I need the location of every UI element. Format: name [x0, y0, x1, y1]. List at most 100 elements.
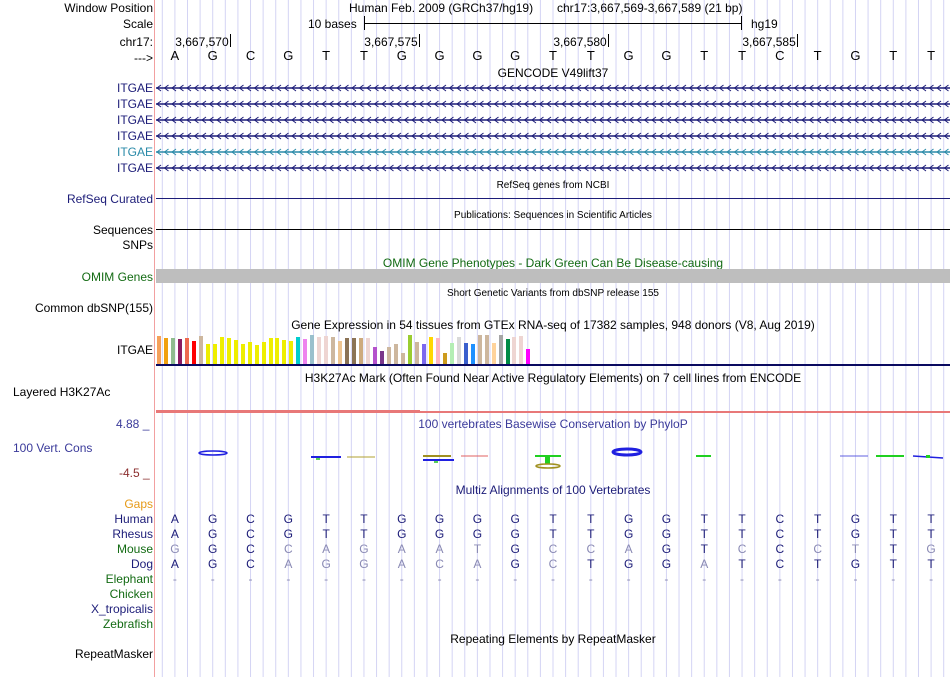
- gtex-tissue-bar[interactable]: [380, 351, 385, 364]
- gtex-tissue-bar[interactable]: [387, 347, 391, 364]
- gtex-tissue-bar[interactable]: [477, 335, 482, 364]
- gtex-tissue-bar[interactable]: [261, 342, 266, 364]
- publications-title[interactable]: Publications: Sequences in Scientific Ar…: [454, 210, 652, 221]
- h3k27ac-title[interactable]: H3K27Ac Mark (Often Found Near Active Re…: [304, 371, 802, 385]
- gtex-tissue-bar[interactable]: [163, 338, 168, 364]
- gencode-transcript-line[interactable]: [156, 132, 950, 140]
- gtex-tissue-bar[interactable]: [191, 341, 196, 364]
- gtex-tissue-bar[interactable]: [254, 345, 259, 364]
- dbsnp-title[interactable]: Short Genetic Variants from dbSNP releas…: [447, 288, 659, 299]
- gtex-tissue-bar[interactable]: [240, 344, 245, 364]
- gtex-tissue-bar[interactable]: [442, 353, 447, 364]
- gencode-transcript-label[interactable]: ITGAE: [116, 145, 153, 159]
- gtex-tissue-bar[interactable]: [317, 337, 322, 364]
- gtex-tissue-bar[interactable]: [233, 340, 238, 364]
- gtex-tissue-bar[interactable]: [296, 337, 301, 364]
- gtex-tissue-bar[interactable]: [177, 339, 182, 364]
- gtex-tissue-bar[interactable]: [157, 336, 161, 364]
- gtex-tissue-bar[interactable]: [526, 349, 531, 364]
- gtex-tissue-bar[interactable]: [170, 338, 175, 364]
- gtex-tissue-bar[interactable]: [184, 338, 189, 364]
- gtex-tissue-bar[interactable]: [345, 338, 350, 364]
- species-label[interactable]: Human: [114, 512, 153, 526]
- gtex-tissue-bar[interactable]: [449, 343, 454, 364]
- gtex-tissue-bar[interactable]: [512, 337, 517, 364]
- gtex-tissue-bar[interactable]: [456, 337, 461, 364]
- species-label[interactable]: Elephant: [105, 572, 153, 586]
- refseq-title[interactable]: RefSeq genes from NCBI: [496, 180, 610, 191]
- gtex-tissue-bar[interactable]: [338, 341, 343, 364]
- gtex-tissue-bar[interactable]: [373, 347, 378, 364]
- gtex-tissue-bar[interactable]: [463, 343, 468, 364]
- gencode-transcript-line[interactable]: [156, 148, 950, 156]
- gtex-tissue-bar[interactable]: [359, 338, 364, 364]
- strand-arrow-icon: [756, 116, 762, 124]
- gtex-tissue-bar[interactable]: [470, 344, 475, 364]
- phylop-label[interactable]: 100 Vert. Cons: [13, 441, 93, 455]
- species-label[interactable]: Mouse: [116, 542, 153, 556]
- species-label[interactable]: Dog: [130, 557, 153, 571]
- species-label[interactable]: Rhesus: [112, 527, 153, 541]
- dbsnp-label[interactable]: Common dbSNP(155): [34, 301, 153, 315]
- gtex-tissue-bar[interactable]: [393, 344, 398, 364]
- publications-label[interactable]: Sequences: [92, 223, 153, 237]
- multiz-title[interactable]: Multiz Alignments of 100 Vertebrates: [455, 483, 651, 497]
- strand-arrow-icon: [523, 84, 529, 92]
- gtex-label[interactable]: ITGAE: [116, 343, 153, 357]
- strand-arrow-icon: [231, 164, 237, 172]
- gtex-tissue-bar[interactable]: [331, 337, 336, 364]
- gtex-tissue-bar[interactable]: [226, 338, 231, 364]
- gtex-tissue-bar[interactable]: [282, 340, 287, 364]
- gtex-tissue-bar[interactable]: [484, 335, 489, 364]
- gtex-tissue-bar[interactable]: [205, 344, 210, 364]
- gtex-tissue-bar[interactable]: [198, 336, 203, 364]
- gtex-tissue-bar[interactable]: [289, 341, 294, 364]
- gencode-title[interactable]: GENCODE V49lift37: [497, 66, 609, 80]
- gtex-tissue-bar[interactable]: [219, 337, 224, 364]
- gencode-transcript-label[interactable]: ITGAE: [116, 113, 153, 127]
- gtex-tissue-bar[interactable]: [303, 339, 308, 364]
- gtex-tissue-bar[interactable]: [366, 338, 371, 364]
- gtex-bar-chart[interactable]: [156, 333, 536, 364]
- species-label[interactable]: X_tropicalis: [90, 602, 153, 616]
- gtex-tissue-bar[interactable]: [414, 342, 419, 364]
- gtex-tissue-bar[interactable]: [505, 339, 510, 364]
- gencode-transcript-label[interactable]: ITGAE: [116, 161, 153, 175]
- repeatmasker-title[interactable]: Repeating Elements by RepeatMasker: [450, 632, 656, 646]
- gtex-tissue-bar[interactable]: [519, 336, 524, 364]
- phylop-title[interactable]: 100 vertebrates Basewise Conservation by…: [418, 417, 688, 431]
- gencode-transcript-line[interactable]: [156, 164, 950, 172]
- gtex-title[interactable]: Gene Expression in 54 tissues from GTEx …: [291, 318, 815, 332]
- gencode-transcript-label[interactable]: ITGAE: [116, 129, 153, 143]
- strand-arrow-icon: [913, 84, 919, 92]
- refseq-gene-line[interactable]: [156, 198, 950, 199]
- species-label[interactable]: Chicken: [109, 587, 153, 601]
- gencode-transcript-line[interactable]: [156, 100, 950, 108]
- gtex-tissue-bar[interactable]: [310, 335, 315, 364]
- gencode-transcript-label[interactable]: ITGAE: [116, 81, 153, 95]
- omim-title[interactable]: OMIM Gene Phenotypes - Dark Green Can Be…: [382, 256, 724, 270]
- gtex-tissue-bar[interactable]: [275, 338, 280, 364]
- gencode-transcript-label[interactable]: ITGAE: [116, 97, 153, 111]
- gtex-tissue-bar[interactable]: [212, 344, 217, 364]
- gtex-tissue-bar[interactable]: [498, 335, 503, 364]
- omim-label[interactable]: OMIM Genes: [81, 270, 153, 284]
- refseq-label[interactable]: RefSeq Curated: [66, 192, 153, 206]
- gtex-tissue-bar[interactable]: [421, 344, 426, 364]
- gtex-tissue-bar[interactable]: [428, 337, 433, 364]
- gtex-tissue-bar[interactable]: [407, 335, 412, 364]
- h3k27ac-label[interactable]: Layered H3K27Ac: [13, 385, 111, 399]
- gtex-tissue-bar[interactable]: [435, 338, 440, 364]
- gtex-tissue-bar[interactable]: [324, 336, 329, 364]
- gencode-transcript-line[interactable]: [156, 84, 950, 92]
- gencode-transcript-line[interactable]: [156, 116, 950, 124]
- omim-gene-bar[interactable]: [156, 269, 950, 283]
- gtex-tissue-bar[interactable]: [268, 338, 273, 364]
- repeatmasker-label[interactable]: RepeatMasker: [74, 647, 153, 661]
- species-label[interactable]: Zebrafish: [102, 617, 153, 631]
- gtex-tissue-bar[interactable]: [247, 342, 252, 364]
- gtex-tissue-bar[interactable]: [352, 338, 357, 364]
- publications-line[interactable]: [156, 229, 950, 230]
- gtex-tissue-bar[interactable]: [400, 353, 405, 364]
- gtex-tissue-bar[interactable]: [491, 343, 496, 364]
